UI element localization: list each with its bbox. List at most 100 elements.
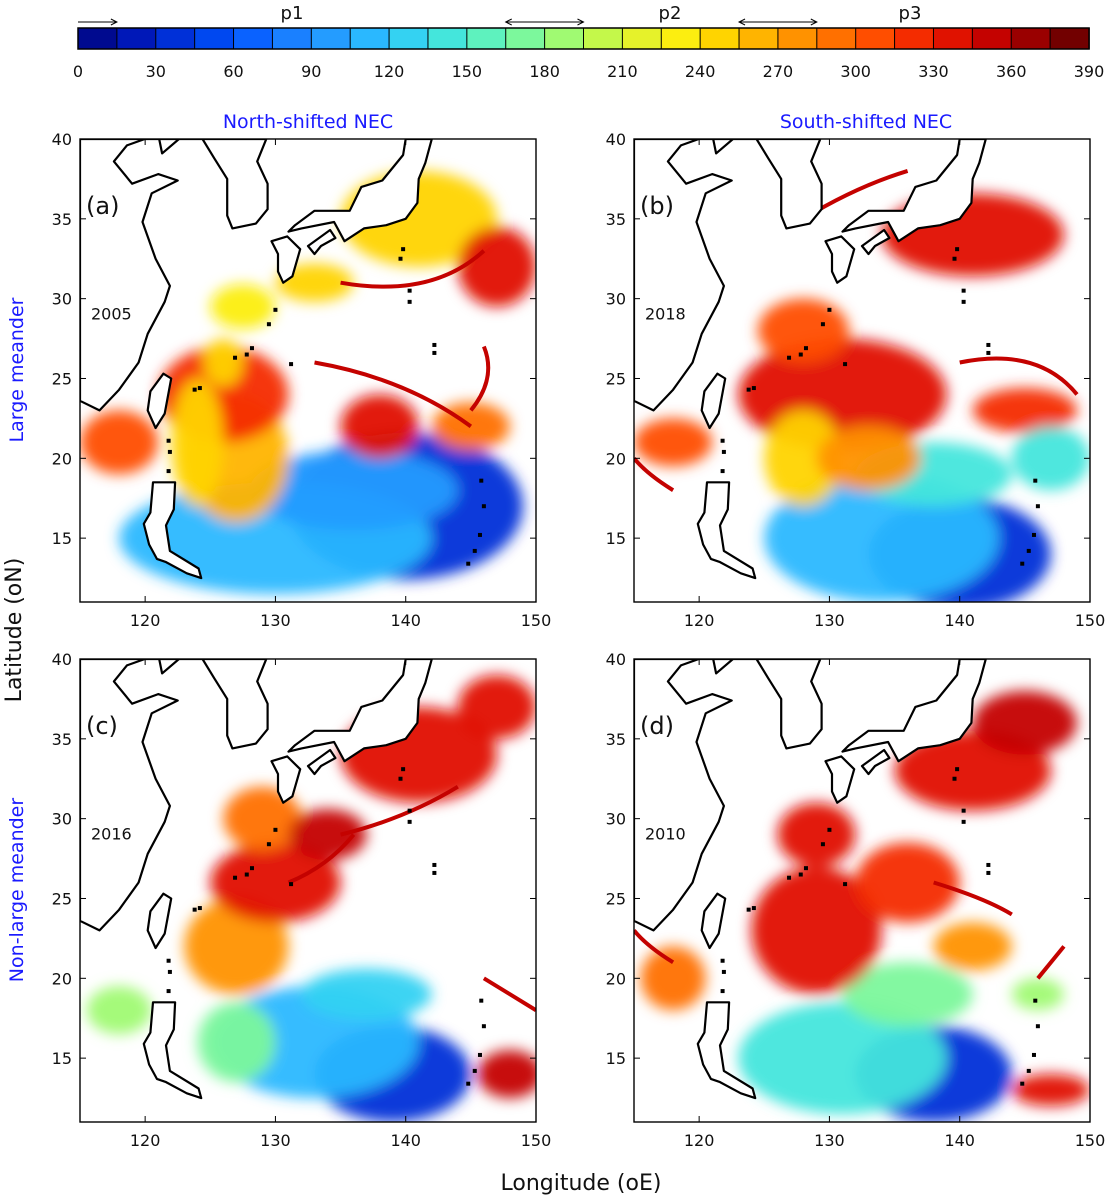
island-marker — [1035, 1024, 1040, 1029]
island-marker — [192, 387, 197, 392]
colorbar-tick-labels: 0 30 60 90 120 150 180 210 240 270 300 330 360 390 — [73, 62, 1104, 81]
colorbar-tick-label: 180 — [529, 62, 560, 81]
trajectory-filament — [634, 457, 675, 492]
trajectory-filament — [482, 976, 536, 1012]
heatmap-patch — [1011, 426, 1090, 491]
panel-frame — [633, 138, 1091, 603]
land-outline — [696, 481, 757, 580]
y-tick-label: 40 — [606, 650, 626, 669]
island-marker — [481, 504, 486, 509]
colorbar-cell — [660, 27, 701, 50]
land-outline — [306, 748, 337, 776]
island-marker — [955, 767, 960, 772]
colorbar-tick-label: 360 — [996, 62, 1027, 81]
heatmap-patch — [738, 1002, 947, 1115]
y-axis-title: Latitude (oN) — [2, 558, 27, 703]
land-outline — [824, 755, 856, 804]
island-marker — [244, 872, 249, 877]
island-marker — [798, 352, 803, 357]
island-marker — [197, 906, 202, 911]
colorbar-cell — [1049, 27, 1090, 50]
panel-frame — [79, 658, 537, 1123]
island-marker — [986, 862, 991, 867]
island-marker — [166, 469, 171, 474]
land-outline — [841, 659, 987, 763]
colorbar-cell — [233, 27, 274, 50]
island-marker — [249, 866, 254, 871]
land-outline — [80, 139, 269, 412]
colorbar-cell — [544, 27, 585, 50]
colorbar-cell — [505, 27, 546, 50]
colorbar-tick-label: 300 — [840, 62, 871, 81]
heatmap-patch — [1011, 978, 1064, 1011]
heatmap-patch — [751, 866, 882, 995]
land-outline — [306, 228, 337, 256]
period-arrowhead — [577, 18, 585, 26]
colorbar-cell — [1010, 27, 1051, 50]
x-tick-label: 150 — [521, 611, 552, 630]
y-tick-label: 40 — [606, 130, 626, 149]
panel-frame — [633, 658, 1091, 1123]
island-marker — [720, 438, 725, 443]
island-marker — [233, 355, 238, 360]
column-title-north: North-shifted NEC — [223, 111, 393, 133]
coastline — [634, 659, 1040, 1100]
colorbar-tick-label: 240 — [685, 62, 716, 81]
land-outline — [700, 372, 727, 430]
heatmap-patch — [764, 474, 999, 602]
y-tick-label: 15 — [606, 529, 626, 548]
colorbar-cell — [388, 27, 429, 50]
island-marker — [961, 808, 966, 813]
colorbar-cell — [271, 27, 313, 50]
heatmap-patch — [184, 898, 289, 995]
land-outline — [146, 892, 173, 950]
x-tick-label: 120 — [130, 611, 161, 630]
column-title-south: South-shifted NEC — [780, 111, 952, 133]
island-marker — [751, 386, 756, 391]
trajectory-filament — [287, 833, 356, 885]
period-arrowhead — [810, 18, 818, 26]
island-marker — [167, 449, 172, 454]
land-outline — [700, 892, 727, 950]
y-tick-label: 25 — [52, 889, 72, 908]
row-title-large-meander: Large meander — [6, 297, 28, 442]
island-marker — [721, 969, 726, 974]
x-tick-label: 130 — [814, 1131, 845, 1150]
y-tick-label: 15 — [606, 1049, 626, 1068]
island-marker — [787, 355, 792, 360]
period-arrowhead — [110, 18, 119, 26]
panel-year: 2016 — [91, 824, 132, 843]
colorbar-cell — [816, 27, 857, 50]
heatmap-blur-layer — [634, 193, 1090, 602]
colorbar-cell — [466, 27, 507, 50]
panel-b: 120 130 140 150 15 20 25 30 35 40 (b) 2018 — [606, 130, 1106, 630]
period-arrowhead — [504, 18, 512, 26]
heatmap-patch — [972, 690, 1077, 755]
x-tick-label: 130 — [814, 611, 845, 630]
heatmap-patch — [210, 284, 276, 329]
coastline — [80, 139, 486, 580]
y-tick-label: 25 — [52, 369, 72, 388]
island-marker — [952, 256, 957, 261]
x-tick-label: 140 — [944, 1131, 975, 1150]
island-marker — [192, 907, 197, 912]
row-title-non-large-meander: Non-large meander — [6, 798, 28, 983]
island-marker — [407, 808, 412, 813]
island-marker — [472, 1068, 477, 1073]
island-marker — [398, 256, 403, 261]
island-marker — [721, 449, 726, 454]
land-outline — [860, 228, 891, 256]
heatmap-field — [634, 690, 1090, 1122]
colorbar-tick-label: 270 — [763, 62, 794, 81]
island-marker — [843, 882, 848, 887]
heatmap-patch — [80, 410, 159, 475]
island-marker — [479, 998, 484, 1003]
y-tick-label: 20 — [52, 449, 72, 468]
y-tick-label: 30 — [52, 810, 72, 829]
heatmap-patch — [855, 842, 960, 923]
land-outline — [287, 659, 433, 763]
colorbar: 0 30 60 90 120 150 180 210 240 270 300 330 360 390 p1… — [73, 3, 1104, 81]
period-arrowhead — [737, 18, 746, 26]
trajectory-filament — [340, 249, 486, 289]
period-label-p3: p3 — [899, 3, 922, 24]
